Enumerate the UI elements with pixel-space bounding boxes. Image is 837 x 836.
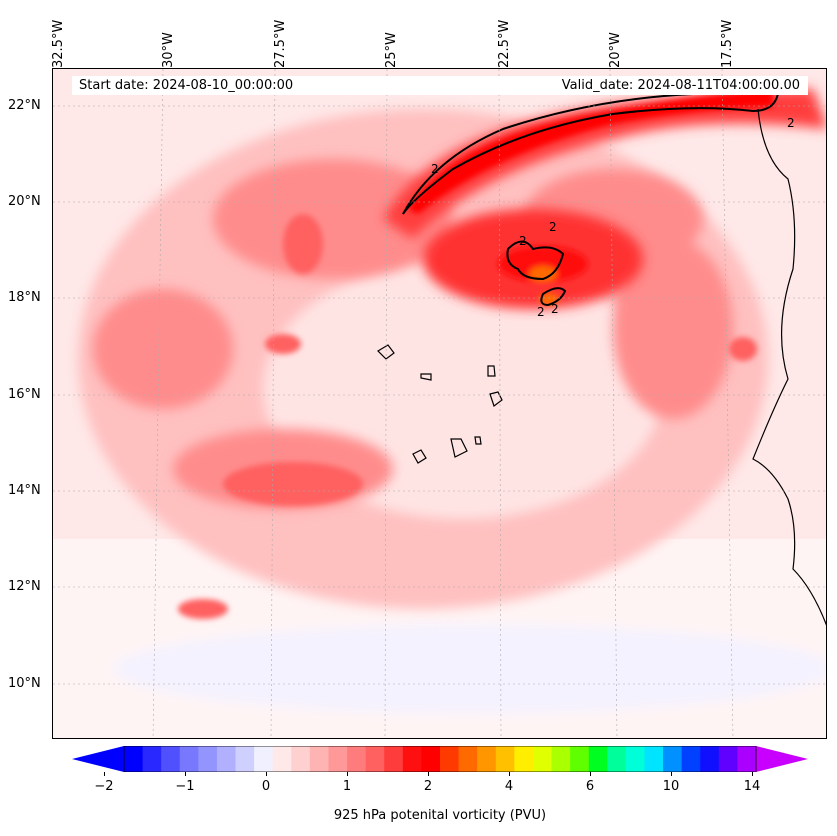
- colorbar-cell: [663, 746, 683, 772]
- islands: [377, 344, 503, 464]
- pv-field-svg: 2 2 2 2 2 2: [53, 69, 826, 738]
- cbar-tickline: [185, 772, 186, 776]
- lat-label: 16°N: [8, 387, 41, 402]
- pv-ring-peaks: [178, 214, 757, 619]
- pv-near-zero-band: [113, 624, 826, 714]
- cbar-tick-label: −1: [175, 779, 195, 794]
- colorbar-cell: [495, 746, 515, 772]
- cbar-tickline: [428, 772, 429, 776]
- cbar-tick-label: 4: [504, 779, 514, 794]
- cbar-tickline: [590, 772, 591, 776]
- info-bar: Start date: 2024-08-10_00:00:00 Valid_da…: [72, 76, 808, 95]
- lon-label: 20°W: [608, 32, 623, 68]
- cbar-tick-label: 2: [423, 779, 433, 794]
- colorbar-cell: [551, 746, 571, 772]
- colorbar-arrow-right: [756, 746, 808, 772]
- colorbar-cell: [309, 746, 329, 772]
- colorbar-cell: [458, 746, 478, 772]
- start-date: Start date: 2024-08-10_00:00:00: [79, 78, 294, 93]
- contour-labels: 2 2 2 2 2 2: [431, 116, 795, 319]
- colorbar-cell: [235, 746, 255, 772]
- colorbar-frame: [123, 746, 757, 772]
- colorbar-cell: [402, 746, 422, 772]
- colorbar-cell: [198, 746, 218, 772]
- colorbar-cell: [384, 746, 404, 772]
- lat-label: 18°N: [8, 290, 41, 305]
- lon-label: 17.5°W: [720, 19, 735, 68]
- colorbar-cell: [607, 746, 627, 772]
- lat-label: 10°N: [8, 676, 41, 691]
- contour-label: 2: [787, 116, 795, 130]
- colorbar-cell: [700, 746, 720, 772]
- colorbar-cell: [124, 746, 144, 772]
- colorbar-cell: [625, 746, 645, 772]
- colorbar-cell: [644, 746, 664, 772]
- colorbar-cell: [142, 746, 162, 772]
- colorbar-cell: [365, 746, 385, 772]
- colorbar-cell: [179, 746, 199, 772]
- colorbar-cell: [588, 746, 608, 772]
- colorbar-cell: [440, 746, 460, 772]
- lon-label: 27.5°W: [273, 19, 288, 68]
- lon-label: 25°W: [384, 32, 399, 68]
- contour-label: 2: [537, 305, 545, 319]
- colorbar-cell: [421, 746, 441, 772]
- colorbar-cell: [328, 746, 348, 772]
- colorbar-arrow-left: [72, 746, 124, 772]
- contour-label: 2: [551, 302, 559, 316]
- lat-label: 14°N: [8, 483, 41, 498]
- colorbar: [72, 746, 808, 772]
- pv-map: 2 2 2 2 2 2: [52, 68, 827, 739]
- contour-label: 2: [431, 162, 439, 176]
- lon-label: 22.5°W: [497, 19, 512, 68]
- valid-date: Valid_date: 2024-08-11T04:00:00.00: [561, 78, 800, 93]
- colorbar-cell: [347, 746, 367, 772]
- colorbar-cell: [737, 746, 757, 772]
- colorbar-cell: [570, 746, 590, 772]
- colorbar-cell: [532, 746, 553, 772]
- colorbar-cell: [718, 746, 738, 772]
- cbar-tickline: [347, 772, 348, 776]
- contour-label: 2: [549, 220, 557, 234]
- cbar-tick-label: 1: [342, 779, 352, 794]
- colorbar-cell: [254, 746, 274, 772]
- contour-label: 2: [519, 234, 527, 248]
- cbar-tick-label: 6: [585, 779, 595, 794]
- coastline: [752, 108, 826, 626]
- colorbar-cell: [681, 746, 701, 772]
- lat-label: 12°N: [8, 579, 41, 594]
- lat-label: 20°N: [8, 194, 41, 209]
- colorbar-cell: [161, 746, 181, 772]
- cbar-tickline: [104, 772, 105, 776]
- colorbar-cell: [216, 746, 237, 772]
- colorbar-cell: [272, 746, 292, 772]
- colorbar-cell: [477, 746, 497, 772]
- cbar-tick-label: 0: [261, 779, 271, 794]
- graticule: [53, 69, 826, 738]
- cbar-tick-label: −2: [94, 779, 114, 794]
- lon-label: 32.5°W: [51, 19, 66, 68]
- cbar-tick-label: 10: [662, 779, 680, 794]
- cbar-tickline: [266, 772, 267, 776]
- colorbar-cell: [514, 746, 534, 772]
- cbar-tickline: [509, 772, 510, 776]
- cbar-tick-label: 14: [743, 779, 761, 794]
- lat-label: 22°N: [8, 98, 41, 113]
- cbar-tickline: [671, 772, 672, 776]
- colorbar-cell: [291, 746, 311, 772]
- lon-label: 30°W: [161, 32, 176, 68]
- cbar-tickline: [752, 772, 753, 776]
- colorbar-cells: [124, 746, 757, 772]
- colorbar-label: 925 hPa potenital vorticity (PVU): [333, 808, 547, 823]
